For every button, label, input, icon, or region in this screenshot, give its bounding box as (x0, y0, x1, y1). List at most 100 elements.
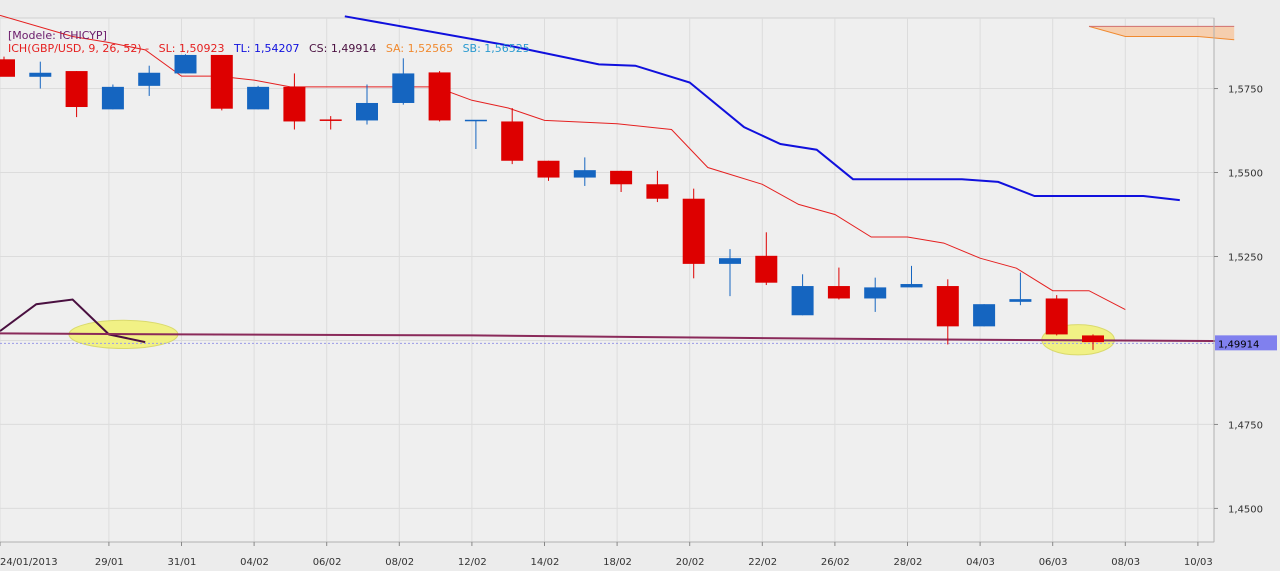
x-tick-label: 06/02 (313, 557, 342, 568)
grid (0, 18, 1214, 542)
candle (392, 58, 415, 105)
y-tick-label: 1,4500 (1228, 504, 1263, 515)
candle (755, 232, 778, 286)
candlesticks (0, 54, 1104, 350)
candle (247, 85, 270, 110)
x-tick-label: 22/02 (748, 557, 777, 568)
candle-body (210, 54, 233, 109)
candle-body (900, 284, 923, 288)
candle-body (247, 86, 270, 110)
candle (1082, 334, 1104, 350)
candle (428, 71, 451, 122)
x-axis: 24/01/2013 29/01 31/01 04/02 06/02 08/02 12/02… (0, 541, 1214, 568)
x-tick-label: 18/02 (603, 557, 632, 568)
candle (174, 54, 197, 74)
current-price-label: 1,49914 (1218, 339, 1259, 350)
legend-tl: TL: 1,54207 (233, 42, 300, 55)
candle-body (101, 86, 124, 110)
legend-sa: SA: 1,52565 (385, 42, 454, 55)
candle-body (0, 59, 15, 77)
y-tick-label: 1,4750 (1228, 420, 1263, 431)
candle (464, 119, 487, 149)
candle (283, 73, 306, 130)
candle-body (428, 72, 451, 121)
candle (682, 188, 705, 279)
x-tick-label: 14/02 (531, 557, 560, 568)
candle (537, 160, 560, 181)
candle-body (610, 170, 633, 185)
x-tick-label: 10/03 (1184, 557, 1213, 568)
candle (827, 267, 850, 300)
candle-body (501, 121, 524, 161)
series-sl (0, 14, 1126, 311)
candle (29, 61, 52, 89)
candle-body (719, 258, 741, 264)
candle-body (138, 72, 161, 86)
candle (356, 84, 378, 125)
plot-background (0, 17, 1215, 543)
candle-body (174, 54, 197, 74)
candle-body (755, 255, 778, 283)
candle (973, 304, 996, 327)
candle-body (65, 71, 88, 108)
candle-body (682, 198, 705, 264)
candle-body (356, 102, 378, 121)
candle (501, 108, 524, 165)
candle (864, 277, 887, 312)
current-price-tag: 1,49914 (1215, 335, 1277, 351)
candle (900, 265, 923, 288)
candle-body (973, 304, 996, 327)
candle-body (646, 184, 669, 199)
candle-body (864, 287, 887, 299)
candle (0, 56, 15, 77)
candle (610, 170, 633, 192)
x-tick-label: 04/02 (240, 557, 269, 568)
candle (791, 274, 814, 316)
candle (1009, 272, 1032, 306)
y-tick-label: 1,5750 (1228, 85, 1263, 96)
candle-body (573, 170, 596, 178)
y-tick-label: 1,5500 (1228, 169, 1263, 180)
candle (936, 279, 959, 345)
candle-body (1045, 298, 1068, 335)
legend-sb: SB: 1,56525 (462, 42, 530, 55)
legend: [Modele: ICHICYP] ICH(GBP/USD, 9, 26, 52… (8, 29, 536, 55)
candle (101, 84, 124, 110)
candle-body (464, 119, 487, 122)
x-tick-label: 29/01 (95, 557, 124, 568)
series-cs (0, 298, 146, 344)
candle-body (1082, 335, 1104, 343)
x-tick-label: 31/01 (168, 557, 197, 568)
model-label: [Modele: ICHICYP] (8, 29, 107, 42)
candle-body (29, 72, 52, 77)
candle (210, 54, 233, 111)
candle-body (537, 160, 560, 178)
indicator-legend: ICH(GBP/USD, 9, 26, 52) - SL: 1,50923 TL… (8, 42, 536, 55)
x-tick-label: 08/03 (1111, 557, 1140, 568)
candle (1045, 295, 1068, 336)
candle-body (827, 286, 850, 299)
candle-body (319, 119, 342, 121)
current-price-tag-bg (1215, 335, 1277, 351)
x-tick-label: 28/02 (894, 557, 923, 568)
x-tick-label: 26/02 (821, 557, 850, 568)
x-tick-label: 24/01/2013 (0, 557, 58, 568)
x-tick-label: 08/02 (385, 557, 414, 568)
candle (138, 65, 161, 96)
candle-body (1009, 299, 1032, 302)
x-tick-label: 20/02 (676, 557, 705, 568)
legend-sl: SL: 1,50923 (158, 42, 225, 55)
series-tl (344, 15, 1180, 202)
candle-body (791, 286, 814, 316)
candle (646, 170, 669, 203)
legend-cs: CS: 1,49914 (309, 42, 377, 55)
series-sa (1088, 25, 1235, 41)
candle (319, 116, 342, 130)
candle (65, 71, 88, 118)
y-tick-label: 1,5250 (1228, 252, 1263, 263)
legend-ich: ICH(GBP/USD, 9, 26, 52) - (8, 42, 150, 55)
candle-body (283, 86, 306, 122)
x-tick-label: 12/02 (458, 557, 487, 568)
